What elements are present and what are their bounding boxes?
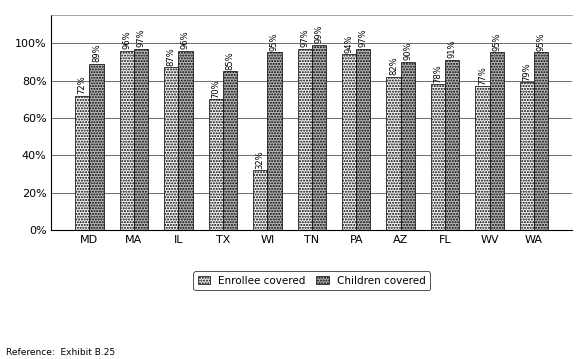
Text: 90%: 90% — [403, 42, 412, 60]
Bar — [445, 60, 460, 230]
Legend: Enrollee covered, Children covered: Enrollee covered, Children covered — [194, 271, 430, 290]
Bar — [534, 52, 548, 230]
Bar — [134, 49, 148, 230]
Bar — [164, 67, 178, 230]
Text: 77%: 77% — [478, 66, 487, 85]
Text: 95%: 95% — [537, 32, 546, 51]
Bar — [120, 51, 134, 230]
Text: 91%: 91% — [448, 40, 457, 59]
Bar — [267, 52, 282, 230]
Bar — [520, 83, 534, 230]
Bar — [431, 84, 445, 230]
Bar — [490, 52, 504, 230]
Bar — [223, 71, 237, 230]
Bar — [386, 77, 401, 230]
Text: 95%: 95% — [270, 32, 279, 51]
Text: 87%: 87% — [167, 47, 176, 66]
Text: 70%: 70% — [211, 79, 220, 98]
Bar — [401, 62, 415, 230]
Text: 78%: 78% — [434, 64, 443, 83]
Bar — [208, 99, 223, 230]
Text: 79%: 79% — [522, 62, 531, 81]
Bar — [342, 54, 356, 230]
Bar — [298, 49, 312, 230]
Text: Reference:  Exhibit B.25: Reference: Exhibit B.25 — [6, 348, 115, 357]
Bar — [475, 86, 490, 230]
Text: 97%: 97% — [136, 29, 146, 47]
Text: 97%: 97% — [300, 29, 309, 47]
Text: 95%: 95% — [492, 32, 501, 51]
Text: 96%: 96% — [181, 31, 190, 49]
Text: 97%: 97% — [359, 29, 368, 47]
Text: 96%: 96% — [122, 31, 131, 49]
Bar — [312, 45, 326, 230]
Text: 32%: 32% — [256, 150, 265, 169]
Bar — [253, 171, 267, 230]
Text: 89%: 89% — [92, 43, 101, 62]
Bar — [75, 95, 89, 230]
Bar — [178, 51, 193, 230]
Text: 82%: 82% — [389, 57, 398, 75]
Bar — [89, 64, 104, 230]
Text: 72%: 72% — [77, 75, 87, 94]
Text: 99%: 99% — [315, 25, 323, 43]
Bar — [356, 49, 370, 230]
Text: 94%: 94% — [345, 34, 353, 53]
Text: 85%: 85% — [225, 51, 234, 70]
